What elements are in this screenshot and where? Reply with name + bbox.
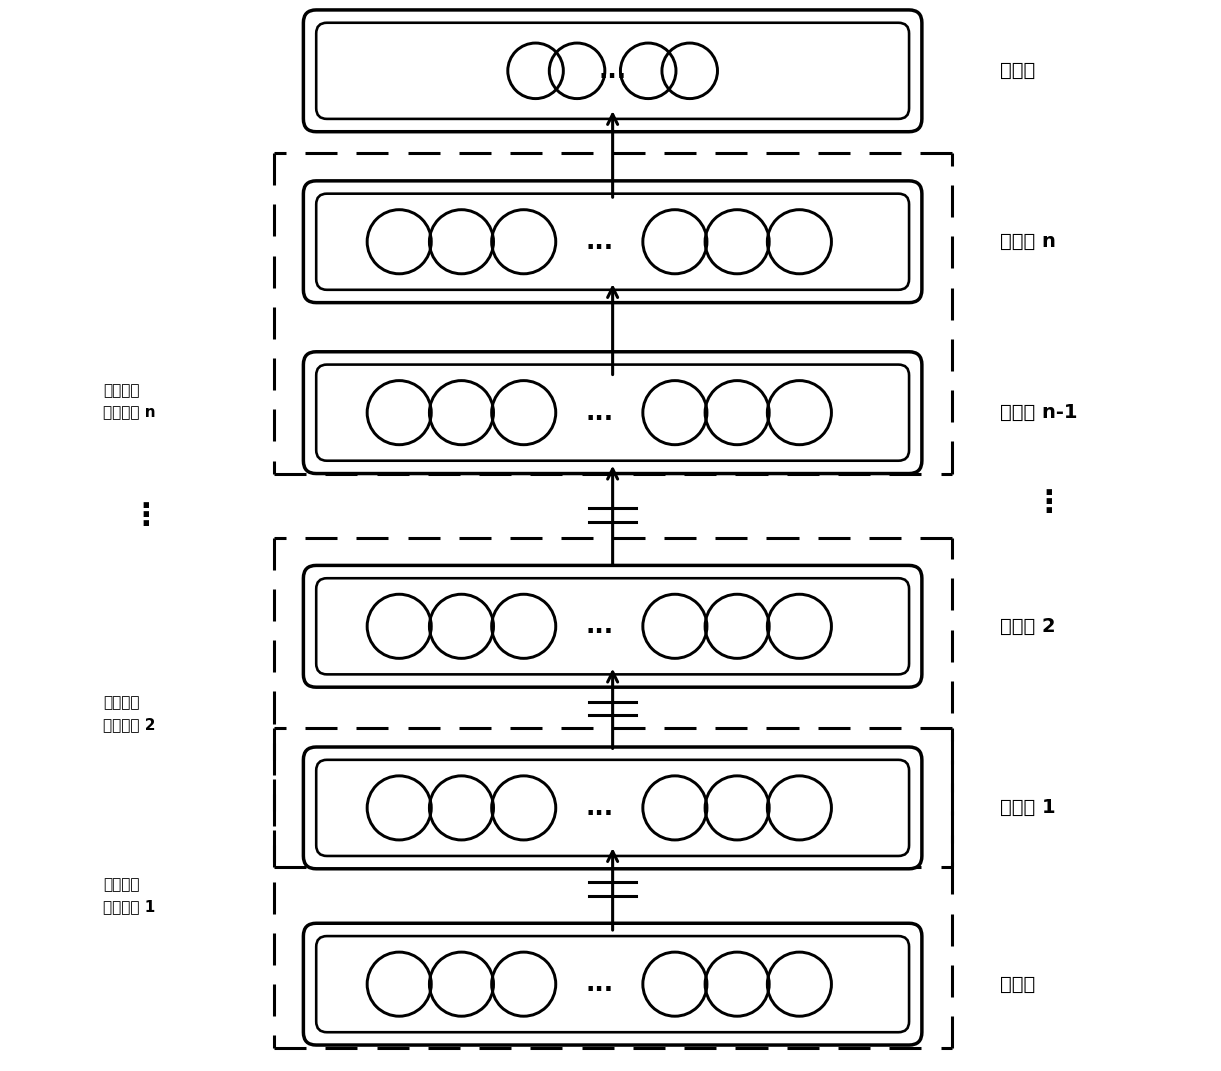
Text: 融合层 n: 融合层 n: [1000, 232, 1056, 252]
FancyBboxPatch shape: [303, 923, 922, 1045]
Text: ⋮: ⋮: [1033, 489, 1063, 518]
Text: ...: ...: [586, 796, 614, 820]
Text: 输入层: 输入层: [1000, 975, 1035, 994]
Text: 输出层: 输出层: [1000, 61, 1035, 80]
FancyBboxPatch shape: [303, 181, 922, 303]
FancyBboxPatch shape: [303, 10, 922, 132]
FancyBboxPatch shape: [316, 22, 910, 119]
Text: ...: ...: [586, 972, 614, 996]
FancyBboxPatch shape: [316, 759, 910, 856]
FancyBboxPatch shape: [316, 364, 910, 461]
Text: ...: ...: [586, 615, 614, 638]
Text: 受限制玻
尔兹曼机 n: 受限制玻 尔兹曼机 n: [103, 383, 156, 421]
Text: 融合层 n-1: 融合层 n-1: [1000, 403, 1078, 422]
Text: 受限制玻
尔兹曼机 1: 受限制玻 尔兹曼机 1: [103, 877, 155, 914]
FancyBboxPatch shape: [303, 351, 922, 473]
Text: ...: ...: [586, 230, 614, 254]
FancyBboxPatch shape: [316, 936, 910, 1032]
FancyBboxPatch shape: [316, 578, 910, 675]
FancyBboxPatch shape: [316, 194, 910, 290]
Text: ⋮: ⋮: [131, 502, 161, 531]
Text: ...: ...: [598, 59, 626, 82]
Text: 融合层 2: 融合层 2: [1000, 617, 1056, 636]
FancyBboxPatch shape: [303, 565, 922, 688]
Text: 融合层 1: 融合层 1: [1000, 798, 1056, 817]
Text: ...: ...: [586, 401, 614, 425]
Text: 受限制玻
尔兹曼机 2: 受限制玻 尔兹曼机 2: [103, 695, 155, 733]
FancyBboxPatch shape: [303, 746, 922, 869]
